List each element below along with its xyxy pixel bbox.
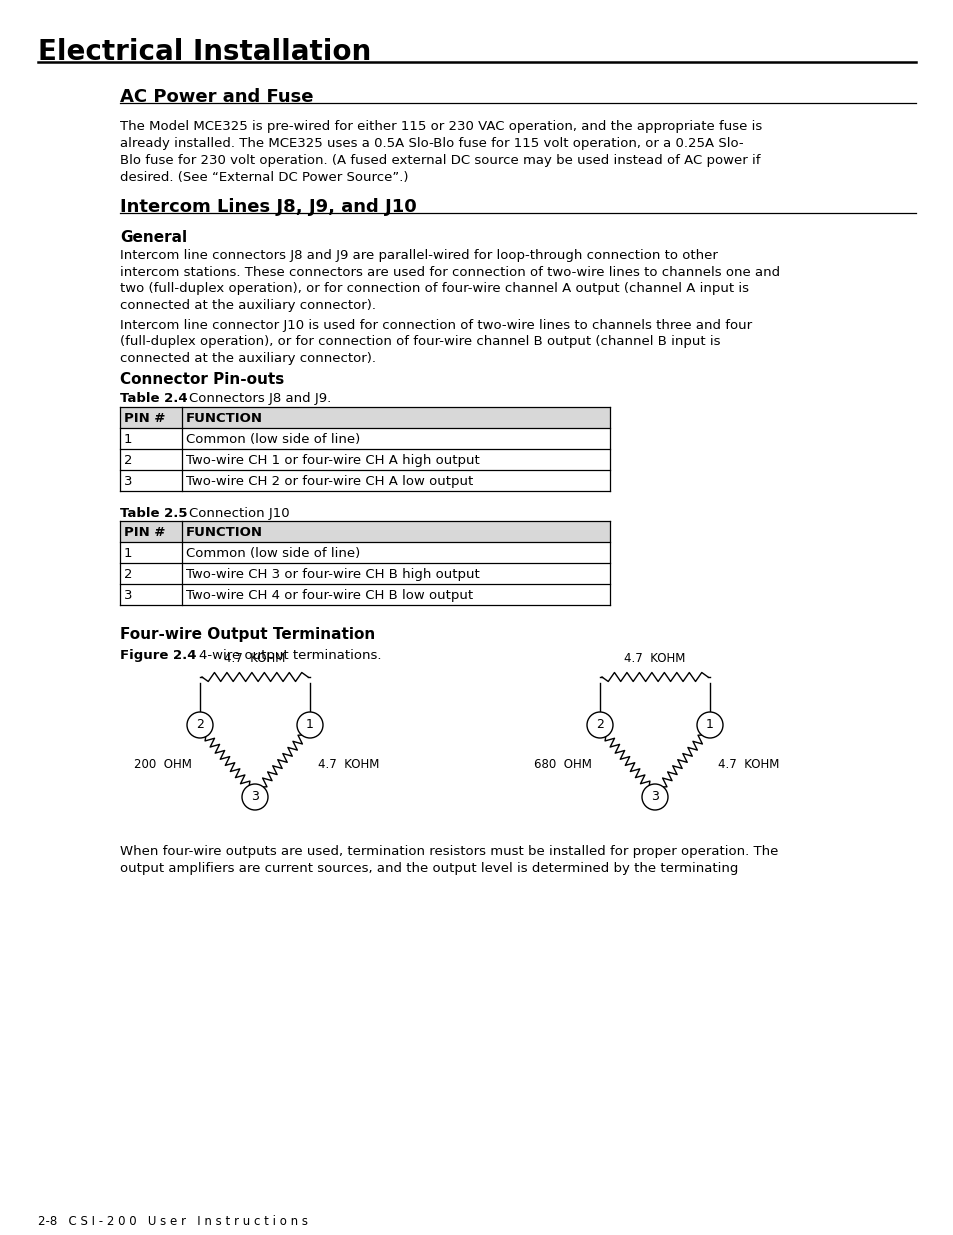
Text: already installed. The MCE325 uses a 0.5A Slo-Blo fuse for 115 volt operation, o: already installed. The MCE325 uses a 0.5… xyxy=(120,137,742,149)
Text: 2: 2 xyxy=(124,568,132,580)
Text: When four-wire outputs are used, termination resistors must be installed for pro: When four-wire outputs are used, termina… xyxy=(120,845,778,858)
Text: Table 2.5: Table 2.5 xyxy=(120,508,188,520)
Text: 1: 1 xyxy=(705,719,713,731)
Text: 3: 3 xyxy=(251,790,258,804)
Circle shape xyxy=(296,713,323,739)
Text: 1: 1 xyxy=(306,719,314,731)
Text: Blo fuse for 230 volt operation. (A fused external DC source may be used instead: Blo fuse for 230 volt operation. (A fuse… xyxy=(120,154,760,167)
Text: 2-8   C S I - 2 0 0   U s e r   I n s t r u c t i o n s: 2-8 C S I - 2 0 0 U s e r I n s t r u c … xyxy=(38,1215,308,1228)
Text: Table 2.4: Table 2.4 xyxy=(120,391,188,405)
Text: 2: 2 xyxy=(596,719,603,731)
Text: 4.7  KOHM: 4.7 KOHM xyxy=(317,758,379,772)
Circle shape xyxy=(641,784,667,810)
Text: Common (low side of line): Common (low side of line) xyxy=(186,433,360,446)
Text: AC Power and Fuse: AC Power and Fuse xyxy=(120,88,314,106)
Text: two (full-duplex operation), or for connection of four-wire channel A output (ch: two (full-duplex operation), or for conn… xyxy=(120,282,748,295)
Text: FUNCTION: FUNCTION xyxy=(186,412,263,425)
Text: 680  OHM: 680 OHM xyxy=(534,758,592,772)
Circle shape xyxy=(187,713,213,739)
Text: 4.7  KOHM: 4.7 KOHM xyxy=(718,758,779,772)
Text: intercom stations. These connectors are used for connection of two-wire lines to: intercom stations. These connectors are … xyxy=(120,266,780,279)
Text: FUNCTION: FUNCTION xyxy=(186,526,263,538)
Text: Connector Pin-outs: Connector Pin-outs xyxy=(120,372,284,387)
Text: 3: 3 xyxy=(124,589,132,601)
Text: 1: 1 xyxy=(124,433,132,446)
Text: 3: 3 xyxy=(124,475,132,488)
Text: 2: 2 xyxy=(124,454,132,467)
Text: Electrical Installation: Electrical Installation xyxy=(38,38,371,65)
Text: Common (low side of line): Common (low side of line) xyxy=(186,547,360,559)
Text: Intercom Lines J8, J9, and J10: Intercom Lines J8, J9, and J10 xyxy=(120,198,416,216)
Text: General: General xyxy=(120,230,187,245)
Text: Intercom line connectors J8 and J9 are parallel-wired for loop-through connectio: Intercom line connectors J8 and J9 are p… xyxy=(120,249,717,262)
Text: 4.7  KOHM: 4.7 KOHM xyxy=(623,652,685,664)
Text: (full-duplex operation), or for connection of four-wire channel B output (channe: (full-duplex operation), or for connecti… xyxy=(120,336,720,348)
Text: desired. (See “External DC Power Source”.): desired. (See “External DC Power Source”… xyxy=(120,170,408,184)
Bar xyxy=(120,521,609,542)
Text: output amplifiers are current sources, and the output level is determined by the: output amplifiers are current sources, a… xyxy=(120,862,738,876)
Text: Figure 2.4: Figure 2.4 xyxy=(120,650,196,662)
Circle shape xyxy=(242,784,268,810)
Text: Two-wire CH 4 or four-wire CH B low output: Two-wire CH 4 or four-wire CH B low outp… xyxy=(186,589,473,601)
Text: PIN #: PIN # xyxy=(124,412,165,425)
Text: 2: 2 xyxy=(196,719,204,731)
Text: Connectors J8 and J9.: Connectors J8 and J9. xyxy=(172,391,331,405)
Text: Two-wire CH 2 or four-wire CH A low output: Two-wire CH 2 or four-wire CH A low outp… xyxy=(186,475,473,488)
Text: Two-wire CH 1 or four-wire CH A high output: Two-wire CH 1 or four-wire CH A high out… xyxy=(186,454,479,467)
Circle shape xyxy=(586,713,613,739)
Bar xyxy=(120,408,609,429)
Text: Four-wire Output Termination: Four-wire Output Termination xyxy=(120,627,375,642)
Text: Connection J10: Connection J10 xyxy=(172,508,290,520)
Text: connected at the auxiliary connector).: connected at the auxiliary connector). xyxy=(120,299,375,311)
Text: Intercom line connector J10 is used for connection of two-wire lines to channels: Intercom line connector J10 is used for … xyxy=(120,319,751,332)
Text: 1: 1 xyxy=(124,547,132,559)
Text: 200  OHM: 200 OHM xyxy=(134,758,192,772)
Text: 3: 3 xyxy=(650,790,659,804)
Circle shape xyxy=(697,713,722,739)
Text: 4.7  KOHM: 4.7 KOHM xyxy=(224,652,285,664)
Text: connected at the auxiliary connector).: connected at the auxiliary connector). xyxy=(120,352,375,366)
Text: 4-wire output terminations.: 4-wire output terminations. xyxy=(182,650,381,662)
Text: The Model MCE325 is pre-wired for either 115 or 230 VAC operation, and the appro: The Model MCE325 is pre-wired for either… xyxy=(120,120,761,133)
Text: Two-wire CH 3 or four-wire CH B high output: Two-wire CH 3 or four-wire CH B high out… xyxy=(186,568,479,580)
Text: PIN #: PIN # xyxy=(124,526,165,538)
